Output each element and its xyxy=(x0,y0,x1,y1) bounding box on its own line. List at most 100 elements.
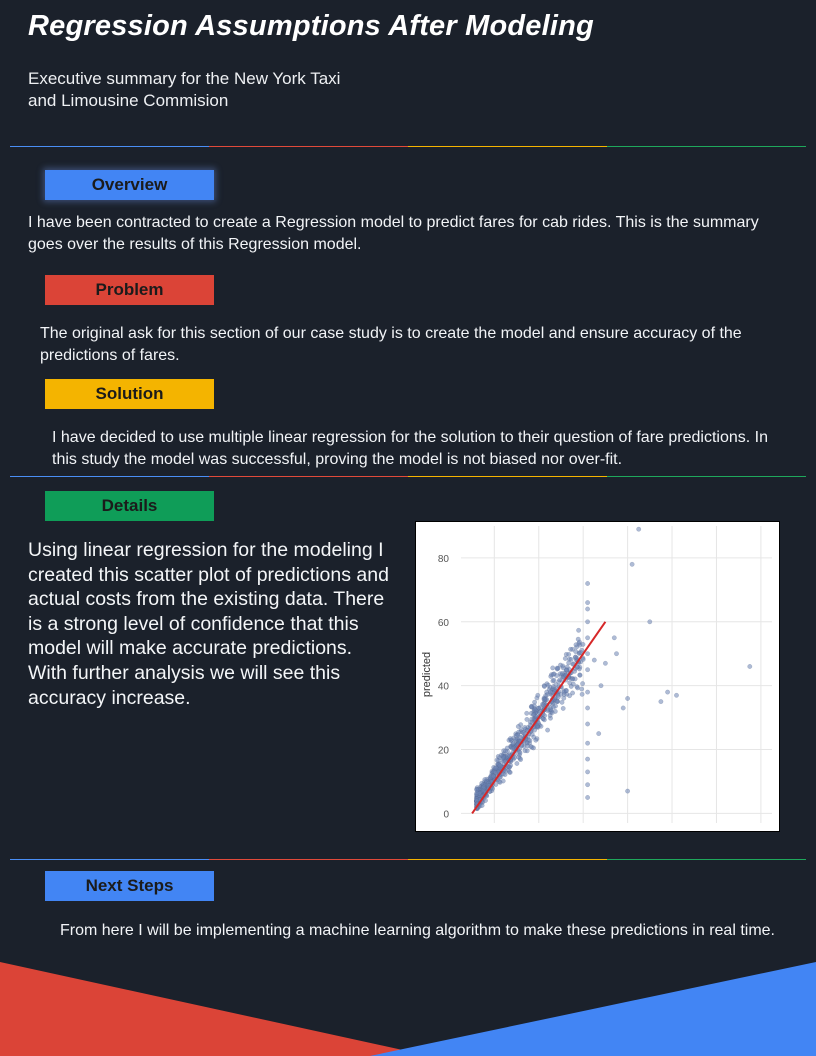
scatter-point xyxy=(533,737,539,743)
scatter-point xyxy=(580,641,586,647)
scatter-point xyxy=(517,750,523,756)
scatter-point xyxy=(665,689,671,695)
scatter-point xyxy=(577,639,582,645)
scatter-point xyxy=(611,635,617,641)
divider-rule xyxy=(10,476,806,478)
scatter-chart: 0 20 40 60 80 predicted xyxy=(415,521,780,832)
scatter-point xyxy=(535,692,541,698)
scatter-point xyxy=(620,705,626,711)
details-text-main: Using linear regression for the modeling… xyxy=(28,539,389,660)
subtitle-line-2: and Limousine Commision xyxy=(28,91,229,110)
scatter-point xyxy=(568,646,574,652)
scatter-point xyxy=(577,672,583,678)
scatter-point xyxy=(559,670,565,676)
scatter-point xyxy=(567,680,573,686)
overview-text: I have been contracted to create a Regre… xyxy=(28,214,759,253)
scatter-point xyxy=(625,696,631,701)
scatter-point xyxy=(507,736,513,742)
scatter-point xyxy=(494,757,500,763)
scatter-point xyxy=(658,699,664,705)
page-subtitle: Executive summary for the New York Taxi … xyxy=(28,68,340,112)
details-text-followup: With further analysis we will see this a… xyxy=(28,661,341,709)
scatter-point xyxy=(747,664,753,669)
scatter-point xyxy=(585,769,591,775)
scatter-point xyxy=(576,627,582,633)
scatter-point xyxy=(541,696,547,702)
scatter-point xyxy=(596,731,602,737)
scatter-point xyxy=(510,741,516,747)
scatter-point xyxy=(500,778,506,784)
scatter-point xyxy=(522,748,528,754)
regression-fit-line xyxy=(471,621,607,814)
y-tick-label: 80 xyxy=(438,554,450,565)
solution-text: I have decided to use multiple linear re… xyxy=(52,429,768,468)
scatter-point xyxy=(564,667,570,673)
scatter-point xyxy=(585,651,591,657)
scatter-point xyxy=(629,561,635,567)
scatter-point xyxy=(550,665,556,671)
y-axis-label: predicted xyxy=(421,652,433,697)
scatter-point xyxy=(551,677,557,683)
y-tick-label: 20 xyxy=(438,746,450,757)
scatter-point xyxy=(516,754,522,760)
scatter-point xyxy=(585,795,591,800)
scatter-point xyxy=(474,790,480,796)
scatter-point xyxy=(563,688,569,694)
overview-tag: Overview xyxy=(45,170,214,200)
problem-tag: Problem xyxy=(45,275,214,305)
scatter-point xyxy=(573,642,579,648)
scatter-point xyxy=(636,526,642,532)
scatter-point xyxy=(585,635,591,641)
page-title: Regression Assumptions After Modeling xyxy=(28,10,594,42)
scatter-point xyxy=(510,746,516,752)
scatter-point xyxy=(598,683,604,689)
scatter-point xyxy=(591,657,597,663)
scatter-point xyxy=(515,724,521,729)
scatter-point xyxy=(514,761,520,766)
scatter-point xyxy=(562,656,568,661)
scatter-point xyxy=(575,685,581,691)
details-tag: Details xyxy=(45,491,214,521)
scatter-point xyxy=(552,708,558,714)
divider-rule xyxy=(10,859,806,861)
scatter-point xyxy=(522,725,528,730)
scatter-point xyxy=(674,692,679,698)
scatter-point xyxy=(585,740,591,746)
scatter-point xyxy=(585,600,591,606)
scatter-point xyxy=(585,689,591,695)
scatter-point xyxy=(545,727,551,733)
scatter-point xyxy=(537,705,543,711)
scatter-point xyxy=(554,699,560,705)
scatter-point xyxy=(554,665,560,671)
scatter-point xyxy=(541,717,547,723)
solution-tag: Solution xyxy=(45,379,214,409)
scatter-point xyxy=(585,705,591,711)
scatter-point xyxy=(579,691,585,697)
scatter-point xyxy=(524,740,530,746)
scatter-point xyxy=(544,689,550,695)
scatter-point xyxy=(625,788,631,794)
scatter-point xyxy=(498,752,504,758)
y-tick-label: 40 xyxy=(438,682,450,693)
scatter-point xyxy=(572,676,578,682)
scatter-point xyxy=(579,686,585,692)
scatter-point xyxy=(647,619,653,625)
scatter-chart-svg: 0 20 40 60 80 predicted xyxy=(421,526,772,823)
scatter-point xyxy=(585,756,591,762)
next-steps-tag: Next Steps xyxy=(45,871,214,901)
scatter-point xyxy=(572,654,578,660)
scatter-point xyxy=(481,784,486,790)
scatter-point xyxy=(557,677,563,683)
problem-text: The original ask for this section of our… xyxy=(40,325,742,364)
scatter-point xyxy=(559,699,565,705)
scatter-point xyxy=(585,721,591,727)
scatter-point xyxy=(550,671,556,677)
scatter-point xyxy=(585,667,591,673)
scatter-point xyxy=(570,690,576,696)
scatter-point xyxy=(560,705,566,711)
scatter-point xyxy=(531,703,537,709)
scatter-point xyxy=(585,581,591,586)
scatter-point xyxy=(490,773,496,779)
scatter-point xyxy=(566,651,572,657)
